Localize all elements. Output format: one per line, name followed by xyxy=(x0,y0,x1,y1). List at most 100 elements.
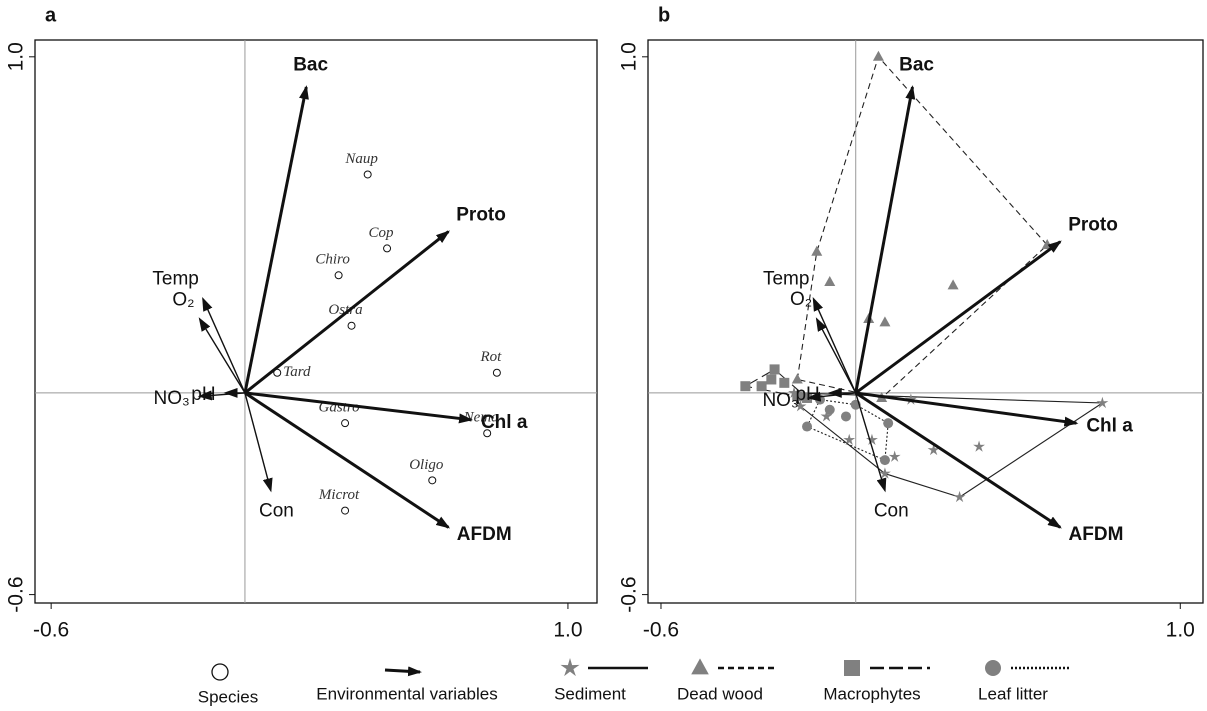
x-tick-label: -0.6 xyxy=(33,619,69,642)
legend-label: Leaf litter xyxy=(978,684,1048,703)
vector-label: AFDM xyxy=(457,524,512,545)
group-hull xyxy=(793,392,1105,498)
species-point xyxy=(492,368,501,377)
vector-label: Temp xyxy=(152,269,198,290)
point xyxy=(756,381,767,392)
vector-label: pH xyxy=(795,384,819,405)
point xyxy=(820,410,833,422)
species-label: Naup xyxy=(344,151,378,167)
point xyxy=(840,411,851,422)
vector-label: Chl a xyxy=(481,412,528,433)
point xyxy=(888,450,901,462)
legend-label: Sediment xyxy=(554,684,626,703)
point xyxy=(973,440,985,452)
vector-label: Temp xyxy=(763,269,809,290)
point xyxy=(691,658,709,675)
point xyxy=(791,373,803,384)
point xyxy=(792,391,803,402)
species-point xyxy=(483,429,492,438)
vector xyxy=(244,230,450,395)
vector-label: NO₃ xyxy=(154,388,190,409)
vector xyxy=(202,296,246,394)
group-hull xyxy=(806,399,889,461)
panel-label: a xyxy=(45,4,57,26)
vector xyxy=(244,392,273,493)
vector-label: pH xyxy=(191,384,215,405)
species-label: Oligo xyxy=(409,457,444,473)
vector-label: O₂ xyxy=(790,289,812,310)
point xyxy=(866,433,878,446)
legend: Species Environmental variables xyxy=(198,663,498,706)
point xyxy=(878,467,891,479)
point xyxy=(769,364,780,375)
point xyxy=(953,490,966,503)
legend-label: Macrophytes xyxy=(823,684,920,703)
y-tick-label: -0.6 xyxy=(5,577,28,613)
x-tick-label: -0.6 xyxy=(643,619,679,642)
point xyxy=(947,279,959,290)
point xyxy=(740,381,751,392)
species-point xyxy=(363,170,372,179)
point xyxy=(883,418,894,429)
vector-label: Proto xyxy=(456,204,506,225)
vector-label: AFDM xyxy=(1069,524,1124,545)
legend-label: Environmental variables xyxy=(316,684,497,703)
point xyxy=(879,316,891,327)
point xyxy=(824,404,835,415)
species-point xyxy=(383,244,392,253)
x-tick-label: 1.0 xyxy=(1166,619,1195,642)
point xyxy=(844,660,860,676)
vector-label: Proto xyxy=(1068,215,1118,236)
legend-label: Dead wood xyxy=(677,684,763,703)
legend-label: Species xyxy=(198,687,258,706)
vector-label: Bac xyxy=(899,54,934,75)
y-tick-label: 1.0 xyxy=(618,42,641,71)
point xyxy=(811,245,823,256)
vector xyxy=(243,85,309,394)
point xyxy=(802,421,813,432)
species-label: Microt xyxy=(318,487,360,503)
species-label: Rot xyxy=(479,349,502,365)
point xyxy=(794,400,807,412)
species-point xyxy=(428,476,437,485)
point xyxy=(1096,396,1109,409)
group-hull xyxy=(796,55,1048,399)
species-point xyxy=(334,271,343,280)
vector xyxy=(812,296,857,394)
point xyxy=(927,443,940,456)
species-point xyxy=(347,321,356,330)
point xyxy=(766,374,777,385)
species-point xyxy=(273,368,282,377)
vector-label: Chl a xyxy=(1086,416,1133,437)
point xyxy=(879,455,890,466)
vector xyxy=(854,85,916,394)
plot-frame xyxy=(647,39,1204,604)
vector-label: Con xyxy=(259,501,294,522)
x-tick-label: 1.0 xyxy=(553,619,582,642)
species-label: Tard xyxy=(283,364,311,380)
point xyxy=(843,433,856,446)
vector xyxy=(198,317,246,394)
vector xyxy=(855,391,1079,427)
y-tick-label: -0.6 xyxy=(618,577,641,613)
point xyxy=(872,50,884,61)
vector-label: NO₃ xyxy=(762,390,798,411)
panel-label: b xyxy=(658,4,670,26)
vector xyxy=(244,391,474,424)
vector xyxy=(854,391,1062,529)
point xyxy=(560,658,580,677)
species-label: Chiro xyxy=(315,252,350,268)
species-point xyxy=(341,506,350,515)
y-tick-label: 1.0 xyxy=(5,42,28,71)
point xyxy=(985,660,1001,676)
vector-label: Bac xyxy=(293,55,328,76)
vector xyxy=(815,317,857,394)
legend-symbol xyxy=(211,663,229,681)
point xyxy=(824,276,836,287)
vector xyxy=(854,240,1062,395)
vector-label: Con xyxy=(874,500,909,521)
point xyxy=(779,377,790,388)
vector xyxy=(855,392,887,493)
vector xyxy=(244,391,451,529)
